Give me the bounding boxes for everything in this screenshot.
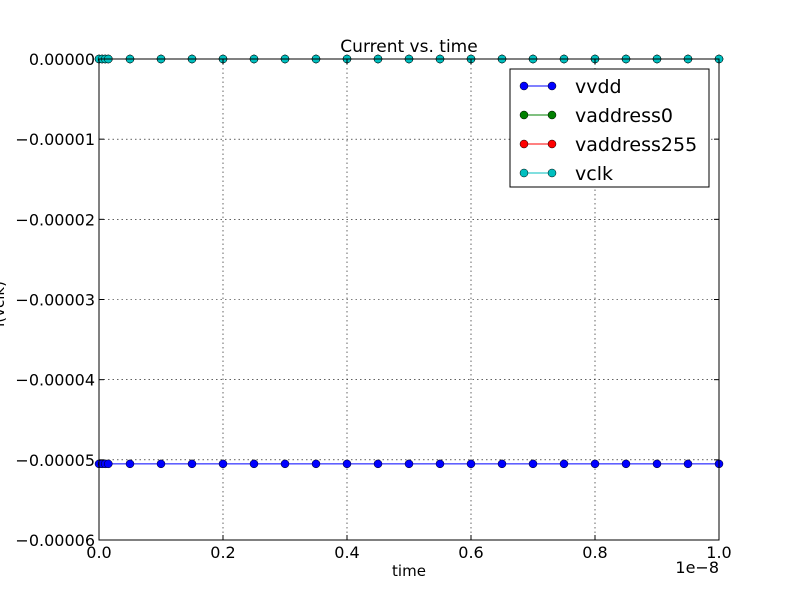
data-point-vvdd [218, 459, 228, 469]
data-point-vvdd [497, 459, 507, 469]
y-tick-label: −0.00002 [15, 210, 95, 229]
x-tick-label: 0.4 [334, 543, 359, 562]
x-axis-label: time [392, 562, 426, 580]
y-tick-label: −0.00005 [15, 451, 95, 470]
legend-box [509, 68, 710, 188]
legend-marker-vvdd [547, 81, 557, 91]
y-axis-label: i(vclk) [0, 281, 8, 327]
x-tick-label: 0.2 [210, 543, 235, 562]
legend-label-vaddress0: vaddress0 [575, 105, 673, 127]
data-point-vvdd [559, 459, 569, 469]
data-point-vvdd [373, 459, 383, 469]
x-tick-label: 1.0 [706, 543, 731, 562]
x-axis-offset-text: 1e−8 [675, 558, 719, 577]
data-point-vvdd [590, 459, 600, 469]
data-point-vvdd [187, 459, 197, 469]
x-tick-label: 0.0 [86, 543, 111, 562]
x-tick-label: 0.8 [582, 543, 607, 562]
y-tick-label: −0.00001 [15, 130, 95, 149]
x-tick-label: 0.6 [458, 543, 483, 562]
y-tick-label: −0.00006 [15, 531, 95, 550]
y-tick-label: 0.00000 [29, 50, 95, 69]
legend-marker-vvdd [519, 81, 529, 91]
data-point-vvdd [683, 459, 693, 469]
data-point-vvdd [621, 459, 631, 469]
legend-marker-vaddress0 [547, 110, 557, 120]
data-point-vvdd [652, 459, 662, 469]
data-point-vvdd [466, 459, 476, 469]
legend-label-vclk: vclk [575, 163, 613, 185]
data-point-vvdd [311, 459, 321, 469]
y-tick-label: −0.00004 [15, 371, 95, 390]
legend-marker-vclk [547, 168, 557, 178]
data-point-vvdd [249, 459, 259, 469]
data-point-vvdd [528, 459, 538, 469]
legend-marker-vaddress255 [547, 139, 557, 149]
legend: vvdd vaddress0 vaddress255 vclk [509, 68, 710, 188]
legend-label-vvdd: vvdd [575, 76, 622, 98]
data-point-vvdd [104, 459, 113, 469]
y-tick-label: −0.00003 [15, 291, 95, 310]
data-point-vvdd [125, 459, 135, 469]
data-point-vvdd [435, 459, 445, 469]
chart-title: Current vs. time [340, 37, 477, 57]
legend-marker-vaddress0 [519, 110, 529, 120]
data-point-vvdd [342, 459, 352, 469]
legend-marker-vaddress255 [519, 139, 529, 149]
legend-marker-vclk [519, 168, 529, 178]
data-point-vvdd [280, 459, 290, 469]
legend-label-vaddress255: vaddress255 [575, 134, 697, 156]
ticks: 0.0 0.2 0.4 0.6 0.8 1.0 0.00000 −0.00001 −0.0000… [15, 50, 731, 562]
data-point-vvdd [156, 459, 166, 469]
data-point-vvdd [404, 459, 414, 469]
